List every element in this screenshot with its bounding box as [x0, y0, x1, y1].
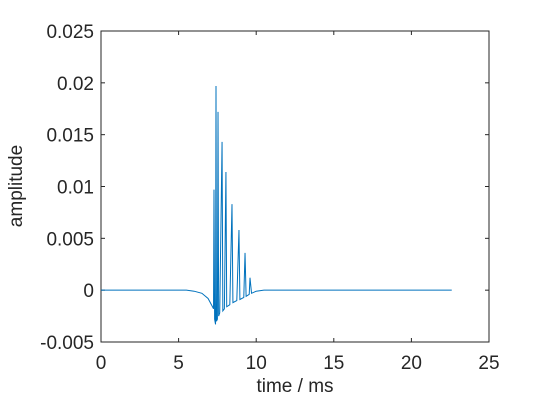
x-tick-label: 5: [173, 353, 184, 374]
y-tick-label: 0: [83, 281, 94, 302]
y-tick-label: 0.025: [46, 22, 94, 43]
plot-frame: [100, 30, 490, 343]
x-tick-label: 20: [401, 353, 422, 374]
x-tick-label: 0: [96, 353, 107, 374]
signal-line: [101, 85, 452, 325]
x-tick-label: 25: [478, 353, 499, 374]
y-tick-label: 0.01: [57, 178, 94, 199]
y-axis-label: amplitude: [6, 145, 27, 227]
x-tick-label: 10: [246, 353, 267, 374]
x-tick-label: 15: [323, 353, 344, 374]
y-tick-label: 0.015: [46, 126, 94, 147]
y-tick-label: -0.005: [40, 333, 94, 354]
y-tick-label: 0.005: [46, 229, 94, 250]
y-tick-label: 0.02: [57, 74, 94, 95]
x-axis-label: time / ms: [256, 376, 333, 397]
